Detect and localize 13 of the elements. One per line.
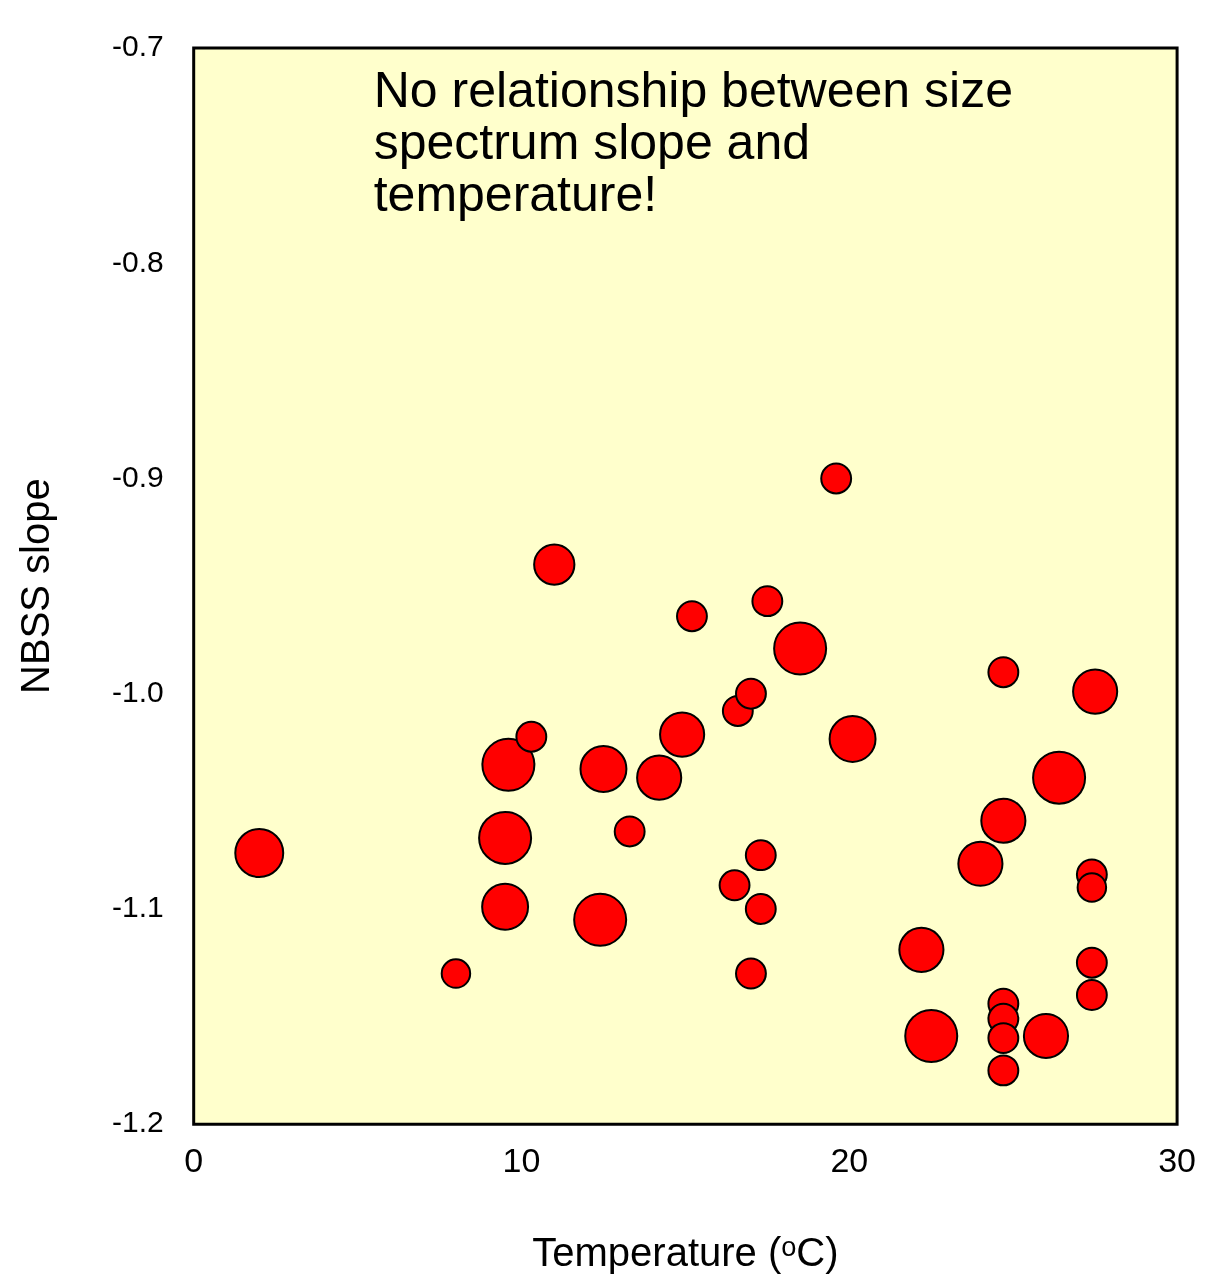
- y-tick-label: -0.8: [111, 244, 164, 278]
- annotation: No relationship between size spectrum slope and temperature!: [373, 61, 1013, 222]
- y-axis-title: NBSS slope: [13, 478, 58, 694]
- x-tick-label: 0: [184, 1140, 204, 1179]
- y-tick-label: -1.1: [111, 890, 164, 924]
- x-tick-label: 20: [830, 1140, 869, 1179]
- y-tick-label: -0.7: [111, 29, 164, 63]
- y-tick-label: -0.9: [111, 459, 164, 493]
- x-tick-label: 10: [502, 1140, 541, 1179]
- y-tick-label: -1.2: [111, 1105, 164, 1139]
- y-tick-label: -1.0: [111, 674, 164, 708]
- x-tick-label: 30: [1158, 1140, 1196, 1179]
- x-axis-title: Temperature (ᵒC): [532, 1230, 839, 1275]
